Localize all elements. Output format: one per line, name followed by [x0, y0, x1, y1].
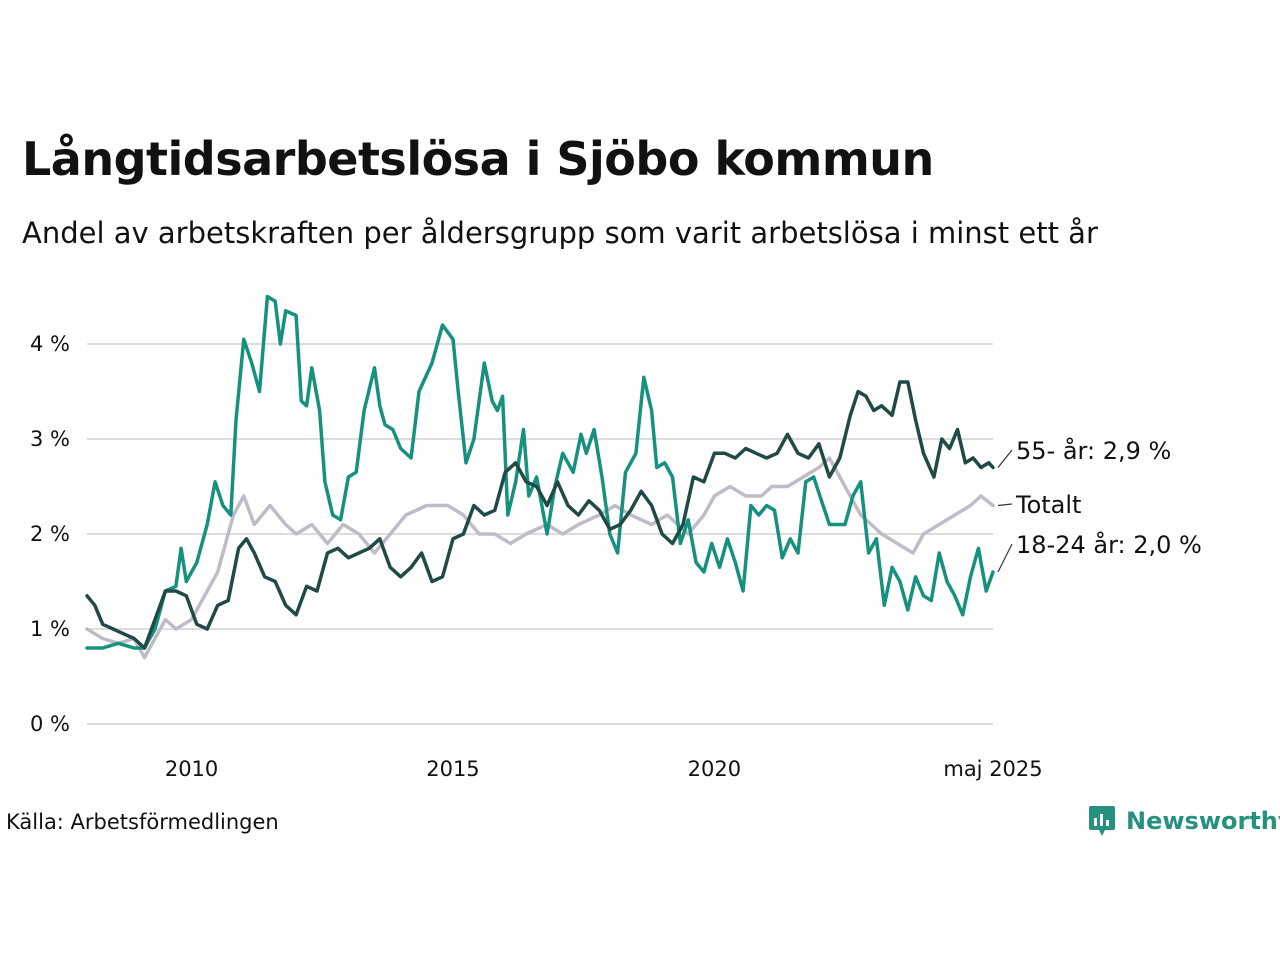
x-tick-label: maj 2025: [943, 757, 1042, 781]
newsworthy-icon: [1089, 806, 1115, 836]
chart-subtitle: Andel av arbetskraften per åldersgrupp s…: [22, 216, 1098, 250]
series-line-young: [85, 294, 995, 650]
x-tick-label: 2010: [165, 757, 218, 781]
series-label-total: Totalt: [1015, 491, 1081, 519]
brand-name: Newsworthy: [1126, 807, 1280, 835]
newsworthy-logo: Newsworthy: [1088, 804, 1280, 838]
y-tick-label: 2 %: [30, 522, 70, 546]
series-line-total: [85, 456, 995, 660]
label-connector-total: [997, 503, 1013, 507]
series-end-labels: Totalt 18-24 år: 2,0 % 55- år: 2,9 %: [997, 436, 1202, 573]
y-tick-label: 4 %: [30, 332, 70, 356]
x-axis-ticks: 2010 2015 2020 maj 2025: [165, 757, 1043, 781]
chart-title: Långtidsarbetslösa i Sjöbo kommun: [22, 132, 934, 186]
y-tick-label: 1 %: [30, 617, 70, 641]
label-connector-s55: [997, 449, 1013, 468]
y-axis-ticks: 0 % 1 % 2 % 3 % 4 %: [30, 332, 70, 736]
series-label-s55: 55- år: 2,9 %: [1016, 436, 1171, 465]
y-tick-label: 3 %: [30, 427, 70, 451]
series-label-young: 18-24 år: 2,0 %: [1016, 530, 1202, 559]
x-tick-label: 2020: [688, 757, 741, 781]
series-line-s55: [85, 380, 995, 650]
series-lines: [85, 294, 995, 660]
grid-lines: [87, 343, 993, 725]
label-connector-young: [997, 543, 1013, 573]
x-tick-label: 2015: [426, 757, 479, 781]
y-tick-label: 0 %: [30, 712, 70, 736]
source-note: Källa: Arbetsförmedlingen: [6, 810, 279, 834]
